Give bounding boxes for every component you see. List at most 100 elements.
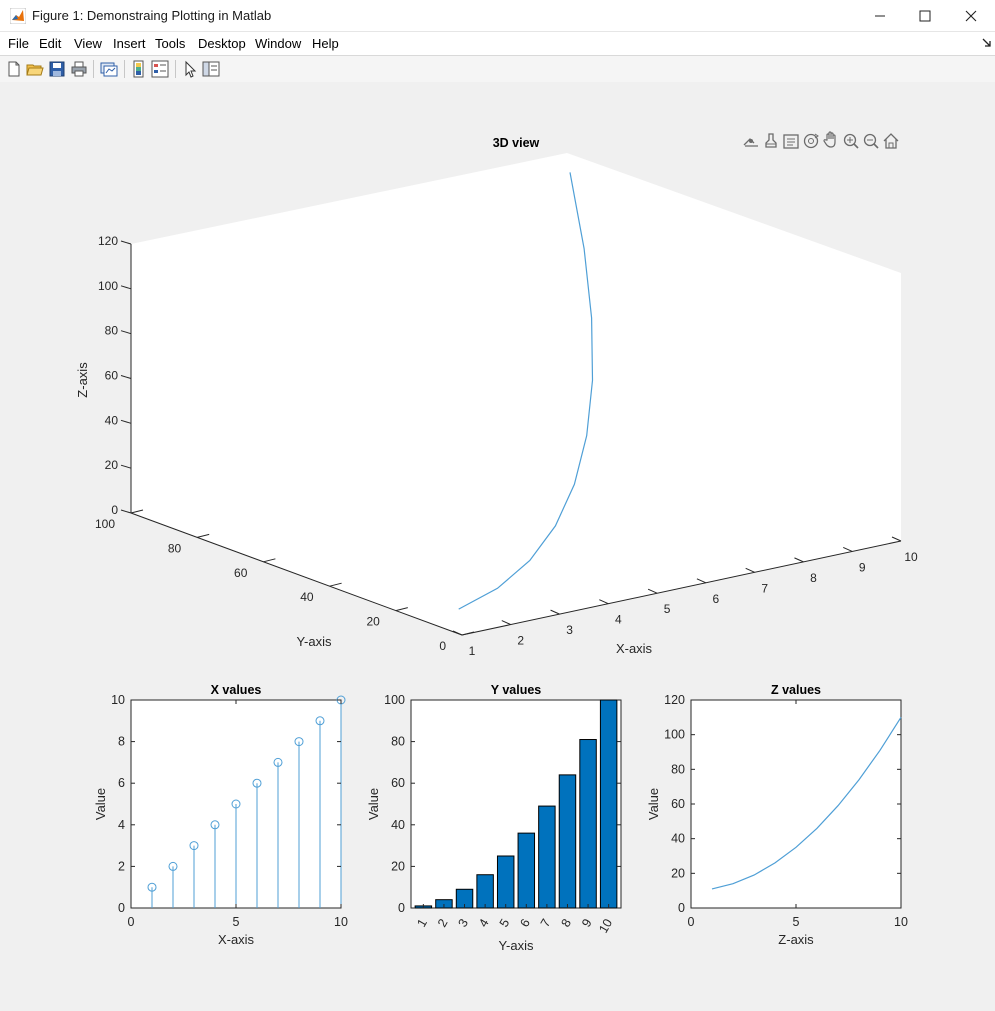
- z-values-ytick-label: 120: [664, 693, 685, 707]
- menu-edit[interactable]: Edit: [39, 36, 62, 51]
- toolbar-separator: [93, 60, 94, 78]
- axes-3d-xlabel: X-axis: [616, 641, 653, 656]
- property-inspector-icon[interactable]: [202, 60, 220, 78]
- home-icon[interactable]: [883, 133, 899, 149]
- x-tick-label: 3: [566, 623, 573, 637]
- axes-x-values-xlabel: X-axis: [218, 932, 255, 947]
- z-tick-label: 0: [111, 503, 118, 517]
- menu-file[interactable]: File: [8, 36, 29, 51]
- axes-z-values-ylabel: Value: [646, 788, 661, 820]
- title-bar[interactable]: Figure 1: Demonstraing Plotting in Matla…: [0, 0, 995, 32]
- y-values-ytick-label: 40: [391, 818, 405, 832]
- z-values-ytick-label: 20: [671, 866, 685, 880]
- data-tips-icon[interactable]: [743, 138, 758, 147]
- insert-colorbar-icon[interactable]: [130, 60, 148, 78]
- line-3d-series: [458, 172, 594, 610]
- x-tick-label: 9: [859, 560, 866, 574]
- x-values-ytick-label: 6: [118, 776, 125, 790]
- figure-toolbar: [0, 55, 995, 83]
- z-tick-label: 120: [98, 234, 118, 248]
- dock-arrow-icon[interactable]: [982, 38, 992, 48]
- stem-marker: [210, 820, 220, 830]
- z-values-ytick-label: 60: [671, 797, 685, 811]
- pan-icon[interactable]: [823, 131, 836, 148]
- axes-z-values-box: [690, 699, 902, 909]
- axes-y-values-title: Y values: [491, 683, 542, 697]
- window-title: Figure 1: Demonstraing Plotting in Matla…: [32, 8, 272, 23]
- menu-tools[interactable]: Tools: [155, 36, 186, 51]
- axes-3d-title: 3D view: [493, 136, 540, 150]
- z-tick-mark: [120, 240, 132, 245]
- stem-marker: [147, 882, 157, 892]
- x-values-ytick-label: 4: [118, 818, 125, 832]
- restore-view-icon[interactable]: [783, 134, 799, 149]
- x-tick-mark: [452, 630, 463, 636]
- y-values-xtick-label: 6: [517, 916, 533, 929]
- y-tick-label: 20: [366, 615, 380, 629]
- y-values-xtick-label: 9: [579, 916, 595, 929]
- y-values-xtick-label: 4: [476, 916, 492, 929]
- z-tick-mark: [120, 285, 132, 290]
- z-tick-label: 60: [105, 369, 119, 383]
- new-figure-icon[interactable]: [5, 60, 23, 78]
- stem-marker: [252, 778, 262, 788]
- y-tick-label: 100: [95, 517, 115, 531]
- brush-icon[interactable]: [765, 133, 777, 148]
- bar: [517, 832, 536, 909]
- y-tick-mark: [461, 631, 475, 636]
- menu-window[interactable]: Window: [255, 36, 302, 51]
- rotate-3d-icon[interactable]: [803, 133, 819, 149]
- z-values-ytick-label: 40: [671, 832, 685, 846]
- menu-insert[interactable]: Insert: [113, 36, 146, 51]
- open-file-icon[interactable]: [26, 60, 44, 78]
- z-tick-mark: [120, 419, 132, 424]
- print-icon[interactable]: [70, 60, 88, 78]
- y-values-xtick-label: 2: [435, 916, 451, 929]
- x-values-xtick-label: 5: [233, 915, 240, 929]
- y-values-ytick-label: 0: [398, 901, 405, 915]
- menu-help[interactable]: Help: [312, 36, 339, 51]
- z-values-ytick-label: 0: [678, 901, 685, 915]
- link-plot-icon[interactable]: [100, 60, 118, 78]
- y-tick-mark: [329, 582, 342, 587]
- z-tick-mark: [120, 375, 132, 379]
- x-tick-label: 2: [517, 634, 524, 648]
- edit-plot-arrow-icon[interactable]: [181, 60, 199, 78]
- axes-z-values-ticks: 0 20 40 60 80 100 120 0 5 10: [664, 693, 908, 929]
- save-icon[interactable]: [48, 60, 66, 78]
- axes-z-values-title: Z values: [771, 683, 821, 697]
- stem-marker: [315, 716, 325, 726]
- toolbar-separator: [175, 60, 176, 78]
- y-values-xtick-label: 7: [538, 916, 554, 929]
- close-button[interactable]: [948, 0, 994, 31]
- z-tick-label: 80: [105, 324, 119, 338]
- menu-desktop[interactable]: Desktop: [198, 36, 246, 51]
- y-values-xtick-label: 10: [596, 916, 615, 935]
- z-tick-label: 100: [98, 279, 118, 293]
- maximize-button[interactable]: [902, 0, 948, 31]
- z-values-xtick-label: 10: [894, 915, 908, 929]
- z-tick-mark: [120, 464, 132, 469]
- x-values-ytick-label: 0: [118, 901, 125, 915]
- axes-x-values[interactable]: 0 2 4 6 8 10 0 5 10 X values X-axis Value: [93, 683, 348, 947]
- axes-z-values[interactable]: 0 20 40 60 80 100 120 0 5 10 Z values Z-axis Valu…: [646, 683, 908, 947]
- minimize-button[interactable]: [857, 0, 903, 31]
- y-values-xtick-label: 3: [456, 916, 472, 929]
- x-tick-label: 6: [713, 592, 720, 606]
- y-values-xtick-label: 8: [558, 916, 574, 929]
- x-tick-label: 10: [904, 550, 918, 564]
- bar: [476, 874, 494, 909]
- zoom-in-icon[interactable]: [843, 133, 859, 149]
- y-values-ytick-label: 80: [391, 735, 405, 749]
- insert-legend-icon[interactable]: [151, 60, 169, 78]
- y-values-ytick-label: 60: [391, 776, 405, 790]
- x-tick-mark: [891, 536, 902, 542]
- axes-x-values-title: X values: [211, 683, 262, 697]
- zoom-out-icon[interactable]: [863, 133, 879, 149]
- menu-view[interactable]: View: [74, 36, 102, 51]
- close-icon: [965, 10, 977, 21]
